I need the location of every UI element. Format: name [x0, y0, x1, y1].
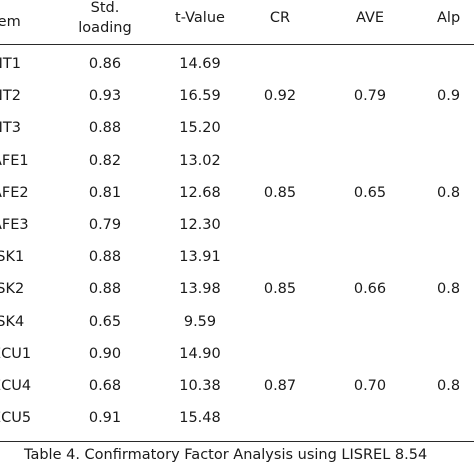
cell-tvalue: 13.02	[179, 153, 221, 169]
cell-tvalue: 16.59	[179, 88, 221, 104]
cell-tvalue: 13.91	[179, 249, 221, 265]
cell-loading: 0.86	[88, 56, 122, 72]
header-alpha: Alp	[437, 10, 461, 26]
header-loading: loading	[78, 20, 132, 36]
cell-item: NT2	[0, 88, 21, 104]
cell-tvalue: 13.98	[179, 281, 221, 297]
cell-item: NT3	[0, 120, 21, 136]
cell-cr: 0.87	[263, 378, 297, 394]
table-caption: Table 4. Confirmatory Factor Analysis us…	[24, 447, 428, 463]
cell-alpha: 0.9	[437, 88, 461, 104]
cell-item: AFE2	[0, 185, 29, 201]
cell-cr: 0.85	[263, 185, 297, 201]
cell-item: ECU4	[0, 378, 32, 394]
cell-item: AFE3	[0, 217, 29, 233]
cell-ave: 0.70	[353, 378, 387, 394]
cell-cr: 0.85	[263, 281, 297, 297]
cell-ave: 0.65	[353, 185, 387, 201]
cell-alpha: 0.8	[437, 185, 461, 201]
header-cr: CR	[269, 10, 291, 26]
header-item: tem	[0, 14, 21, 30]
cell-loading: 0.93	[88, 88, 122, 104]
cell-alpha: 0.8	[437, 281, 461, 297]
cell-tvalue: 12.68	[179, 185, 221, 201]
cell-loading: 0.79	[88, 217, 122, 233]
cell-loading: 0.91	[88, 410, 122, 426]
cell-tvalue: 15.48	[179, 410, 221, 426]
cell-loading: 0.65	[88, 314, 122, 330]
cell-tvalue: 10.38	[179, 378, 221, 394]
header-std: Std.	[90, 0, 120, 16]
cell-ave: 0.79	[353, 88, 387, 104]
cell-item: ISK1	[0, 249, 25, 265]
cell-alpha: 0.8	[437, 378, 461, 394]
cell-loading: 0.88	[88, 120, 122, 136]
cell-tvalue: 9.59	[183, 314, 217, 330]
header-ave: AVE	[355, 10, 385, 26]
cell-ave: 0.66	[353, 281, 387, 297]
cell-tvalue: 14.69	[179, 56, 221, 72]
cell-item: ISK4	[0, 314, 25, 330]
header-rule	[0, 44, 474, 45]
header-tvalue: t-Value	[175, 10, 225, 26]
cell-loading: 0.90	[88, 346, 122, 362]
cell-tvalue: 12.30	[179, 217, 221, 233]
cell-item: NT1	[0, 56, 21, 72]
cell-loading: 0.82	[88, 153, 122, 169]
cell-item: AFE1	[0, 153, 29, 169]
cell-item: ECU1	[0, 346, 32, 362]
bottom-rule	[0, 441, 474, 442]
cell-tvalue: 15.20	[179, 120, 221, 136]
cell-loading: 0.81	[88, 185, 122, 201]
cell-item: ISK2	[0, 281, 25, 297]
cell-loading: 0.88	[88, 281, 122, 297]
cell-item: ECU5	[0, 410, 32, 426]
cell-cr: 0.92	[263, 88, 297, 104]
cell-loading: 0.88	[88, 249, 122, 265]
cell-loading: 0.68	[88, 378, 122, 394]
cell-tvalue: 14.90	[179, 346, 221, 362]
